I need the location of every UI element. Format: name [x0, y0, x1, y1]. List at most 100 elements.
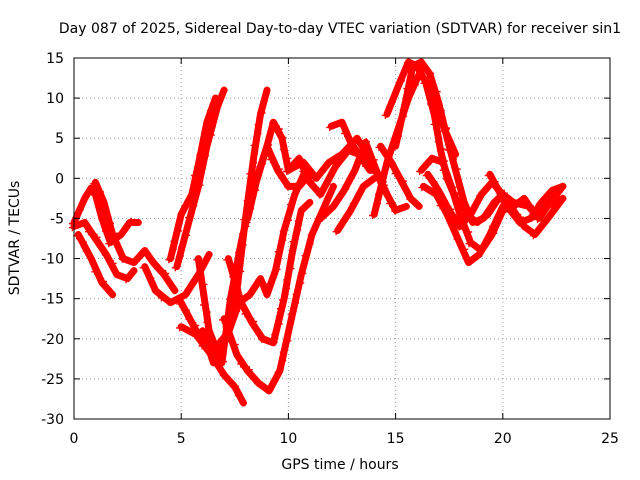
data-point	[276, 312, 284, 320]
data-point	[420, 79, 428, 87]
data-point	[266, 130, 274, 138]
data-point	[402, 186, 410, 194]
data-point	[495, 211, 503, 219]
data-point	[381, 111, 389, 119]
data-point	[79, 238, 87, 246]
plot-frame	[73, 57, 611, 420]
data-point	[391, 207, 399, 215]
data-point	[304, 168, 312, 175]
data-point	[490, 198, 498, 206]
data-point	[185, 315, 193, 323]
data-point	[147, 274, 155, 282]
data-point	[233, 307, 241, 315]
data-point	[260, 152, 267, 160]
data-point	[184, 223, 192, 230]
data-point	[205, 327, 213, 335]
data-point	[254, 121, 262, 129]
data-point	[339, 150, 347, 158]
data-point	[68, 220, 76, 228]
data-point	[286, 208, 293, 216]
data-point	[452, 191, 460, 198]
data-point	[447, 205, 455, 213]
series-line	[220, 182, 337, 395]
data-point	[171, 264, 179, 272]
data-point	[223, 256, 231, 264]
ticks	[73, 57, 611, 420]
data-point	[91, 268, 99, 276]
data-point	[544, 214, 552, 222]
data-point	[289, 247, 297, 254]
data-point	[301, 252, 309, 260]
data-point	[246, 170, 254, 178]
data-point	[443, 170, 451, 178]
data-point	[234, 392, 242, 399]
data-point	[109, 259, 117, 267]
data-point	[510, 210, 517, 218]
data-point	[258, 160, 266, 168]
data-point	[284, 216, 292, 224]
data-point	[267, 156, 275, 163]
x-axis-label: GPS time / hours	[281, 457, 398, 473]
y-tick-label: -15	[41, 292, 64, 308]
data-point	[253, 171, 261, 178]
data-point	[289, 238, 297, 246]
data-point	[538, 222, 546, 230]
data-point	[430, 110, 438, 118]
data-point	[263, 86, 271, 94]
data-point	[474, 252, 482, 260]
data-point	[183, 231, 191, 239]
data-point	[327, 172, 335, 180]
data-point	[287, 265, 295, 273]
series-line	[74, 231, 117, 299]
data-point	[417, 71, 424, 79]
data-point	[433, 99, 441, 107]
data-point	[214, 102, 222, 109]
data-point	[400, 104, 408, 112]
data-point	[531, 207, 539, 215]
data-point	[235, 249, 243, 256]
data-point	[250, 283, 258, 291]
data-point	[279, 357, 287, 365]
data-point	[383, 190, 391, 198]
data-point	[275, 320, 283, 328]
data-point	[444, 146, 452, 154]
data-point	[306, 240, 314, 248]
series-arc-26	[484, 170, 567, 227]
data-point	[185, 214, 193, 222]
data-point	[341, 216, 349, 224]
data-point	[471, 201, 479, 209]
data-point	[546, 198, 554, 206]
data-point	[437, 107, 445, 114]
data-point	[534, 216, 542, 224]
data-point	[226, 295, 234, 303]
data-point	[416, 168, 424, 175]
data-point	[214, 348, 222, 355]
data-point	[265, 141, 273, 149]
data-point	[253, 327, 261, 335]
data-point	[202, 143, 210, 151]
data-point	[342, 185, 350, 193]
data-point	[497, 196, 505, 204]
data-point	[100, 277, 107, 285]
data-point	[165, 279, 173, 287]
data-point	[176, 300, 184, 308]
data-point	[440, 157, 448, 165]
data-point	[200, 301, 207, 309]
y-tick-label: -20	[41, 332, 64, 348]
x-tick-label: 10	[279, 431, 297, 447]
data-point	[467, 210, 475, 218]
data-point	[296, 182, 304, 190]
y-tick-label: -10	[41, 252, 64, 268]
data-point	[169, 245, 177, 253]
data-point	[385, 149, 393, 157]
data-point	[509, 199, 517, 207]
data-point	[276, 305, 284, 313]
data-point	[134, 219, 142, 226]
data-point	[415, 202, 423, 210]
data-point	[203, 308, 211, 316]
data-point	[114, 270, 122, 278]
series-line	[177, 86, 271, 355]
data-point	[380, 178, 387, 186]
data-point	[400, 112, 408, 120]
data-point	[356, 190, 364, 198]
